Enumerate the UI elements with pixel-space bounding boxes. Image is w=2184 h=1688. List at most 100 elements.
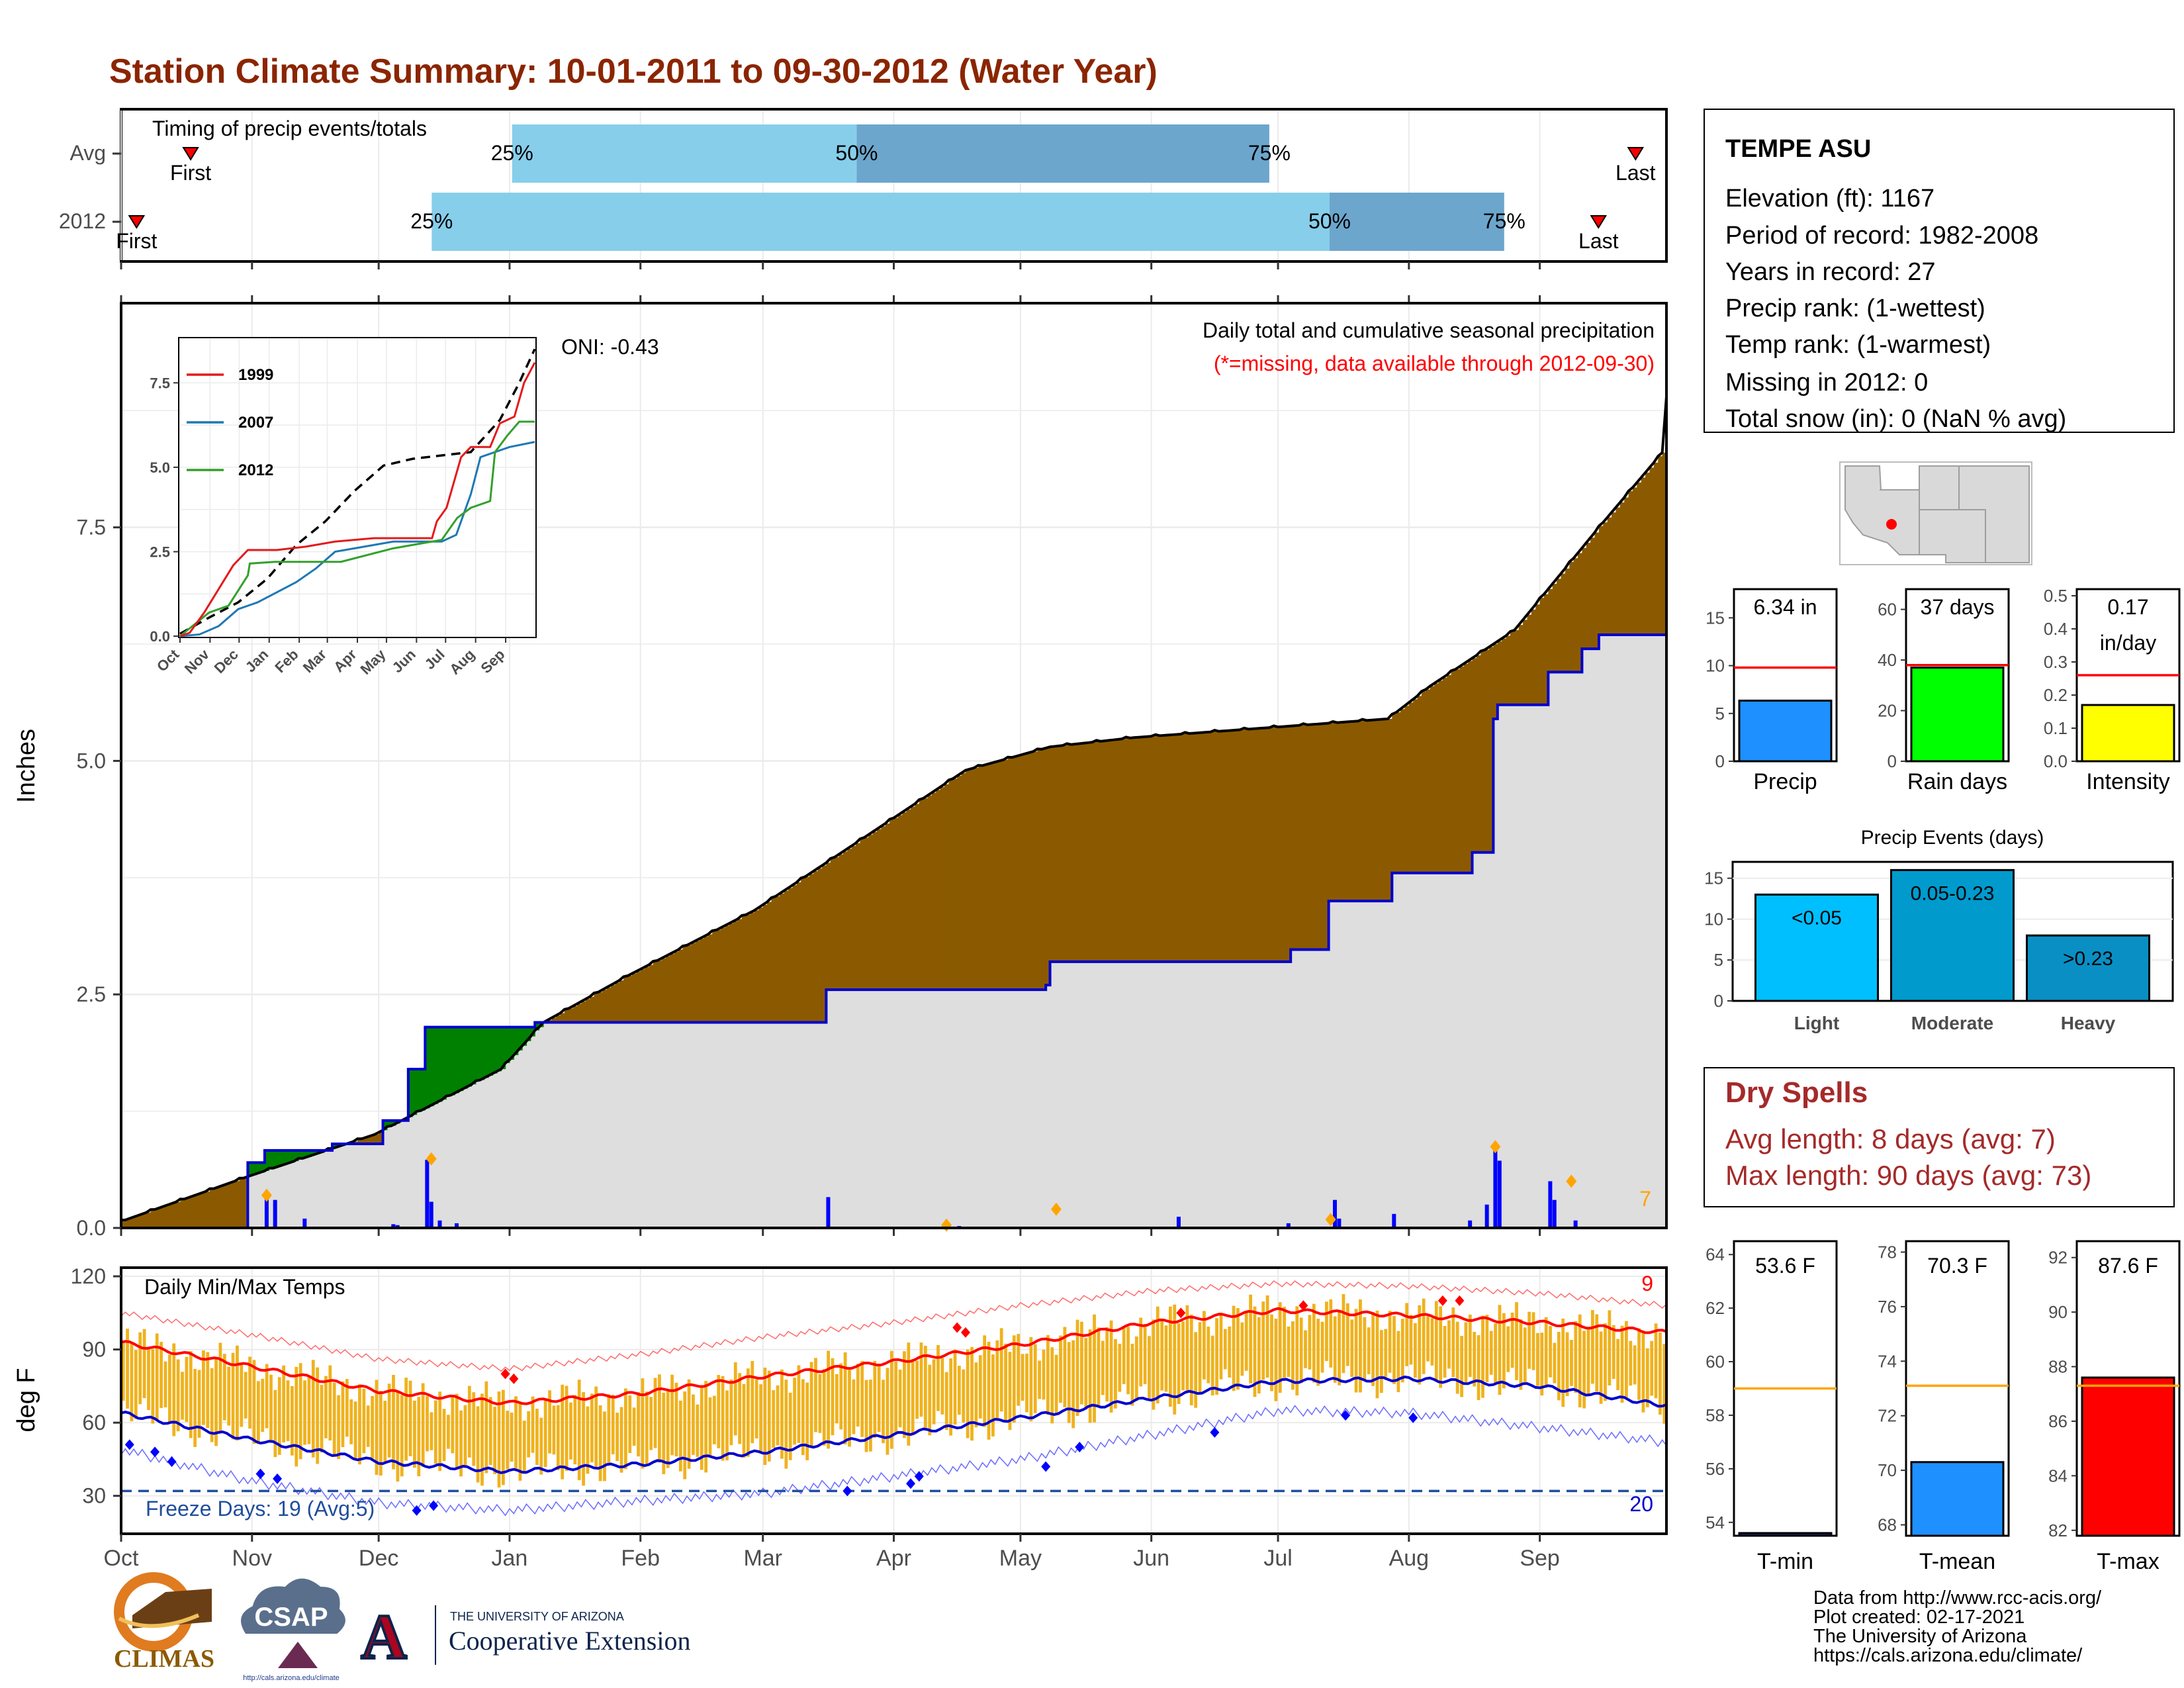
temp-record-high-marker bbox=[960, 1327, 970, 1338]
temp-daily-bar bbox=[1494, 1323, 1498, 1385]
temp-bar-y-tick-label: 86 bbox=[2048, 1411, 2068, 1431]
precip-surplus-area bbox=[420, 1069, 426, 1111]
precip-deficit-area bbox=[1645, 472, 1651, 635]
precip-deficit-area bbox=[1303, 724, 1308, 950]
precip-deficit-area bbox=[1202, 732, 1207, 962]
temp-daily-bar bbox=[873, 1360, 877, 1438]
precip-deficit-area bbox=[1539, 598, 1545, 705]
precip-deficit-area bbox=[1117, 739, 1122, 962]
temp-y-tick-label: 60 bbox=[82, 1411, 106, 1434]
precip-surplus-area bbox=[450, 1027, 455, 1096]
precip-deficit-area bbox=[1383, 719, 1388, 902]
temp-daily-bar bbox=[903, 1351, 906, 1438]
precip-deficit-area bbox=[1054, 746, 1059, 962]
precip-deficit-area bbox=[1362, 719, 1367, 902]
events-bar-label: 0.05-0.23 bbox=[1911, 882, 1995, 904]
temp-daily-bar bbox=[692, 1394, 695, 1455]
temp-daily-bar bbox=[518, 1403, 522, 1481]
temp-daily-bar bbox=[535, 1409, 539, 1466]
precip-deficit-area bbox=[796, 882, 801, 1023]
precip-deficit-area bbox=[1236, 729, 1241, 962]
precip-deficit-area bbox=[1214, 730, 1220, 962]
temp-daily-bar bbox=[928, 1364, 932, 1436]
temp-title: Daily Min/Max Temps bbox=[144, 1275, 345, 1299]
precip-deficit-area bbox=[1358, 721, 1363, 902]
precip-deficit-area bbox=[218, 1187, 223, 1228]
temp-daily-bar bbox=[459, 1410, 463, 1477]
precip-y-tick-label: 0.0 bbox=[77, 1216, 106, 1240]
temp-record-high-marker bbox=[1437, 1295, 1447, 1306]
precip-deficit-area bbox=[792, 885, 797, 1023]
station-line-snow: Total snow (in): 0 (NaN % avg) bbox=[1725, 405, 2066, 433]
temp-daily-bar bbox=[396, 1391, 400, 1482]
timing-label-75: 75% bbox=[1483, 209, 1525, 233]
precip-deficit-area bbox=[1286, 726, 1291, 962]
precip-deficit-area bbox=[1223, 731, 1228, 962]
temp-record-low-marker bbox=[1341, 1410, 1351, 1421]
precip-deficit-area bbox=[1527, 614, 1532, 705]
temp-daily-bar bbox=[658, 1374, 661, 1463]
precip-surplus-area bbox=[311, 1150, 316, 1156]
precip-deficit-area bbox=[1396, 712, 1401, 873]
temp-daily-bar bbox=[1359, 1299, 1362, 1393]
precip-deficit-area bbox=[1603, 522, 1608, 635]
precip-deficit-area bbox=[851, 845, 856, 990]
temp-daily-bar bbox=[848, 1369, 851, 1447]
temp-daily-bar bbox=[1059, 1335, 1062, 1403]
precip-deficit-area bbox=[936, 790, 941, 990]
precip-deficit-area bbox=[379, 1132, 384, 1144]
precip-deficit-area bbox=[1244, 727, 1250, 962]
temp-daily-bar bbox=[1392, 1316, 1396, 1384]
precip-deficit-area bbox=[682, 946, 688, 1023]
temp-daily-bar bbox=[172, 1343, 176, 1436]
temp-daily-bar bbox=[488, 1397, 492, 1466]
mini-bar-value-label: 0.17 bbox=[2107, 595, 2148, 619]
precip-deficit-area bbox=[1083, 743, 1089, 962]
precip-deficit-area bbox=[129, 1218, 134, 1228]
temp-daily-bar bbox=[683, 1391, 687, 1479]
precip-y-tick-label: 7.5 bbox=[77, 516, 106, 539]
precip-deficit-area bbox=[902, 812, 907, 990]
precip-deficit-area bbox=[1493, 644, 1498, 719]
temp-daily-bar bbox=[1219, 1312, 1223, 1380]
precip-deficit-area bbox=[357, 1139, 363, 1144]
precip-deficit-area bbox=[1662, 452, 1667, 635]
temp-daily-bar bbox=[822, 1369, 826, 1446]
precip-daily-bar bbox=[391, 1224, 396, 1228]
timing-panel: 25% 50% 75% First Last 25% 50% 75% First Last Tim… bbox=[59, 108, 1668, 269]
temp-daily-bar bbox=[543, 1399, 547, 1468]
temp-daily-bar bbox=[645, 1391, 649, 1464]
temp-daily-bar bbox=[565, 1385, 569, 1471]
temp-daily-bar bbox=[784, 1380, 788, 1469]
temp-daily-bar bbox=[421, 1383, 425, 1468]
precip-deficit-area bbox=[1185, 732, 1190, 962]
credit-line-created: Plot created: 02-17-2021 bbox=[1813, 1607, 2025, 1628]
temp-daily-bar bbox=[1531, 1312, 1535, 1370]
precip-daily-bar bbox=[1337, 1218, 1342, 1228]
mini-bar-y-tick-label: 0.4 bbox=[2044, 619, 2068, 639]
climas-logo: CLIMAS bbox=[114, 1572, 214, 1673]
temp-daily-bar bbox=[130, 1342, 134, 1422]
temp-daily-bar bbox=[163, 1361, 167, 1408]
temp-daily-bar bbox=[1084, 1338, 1088, 1410]
temp-daily-bar bbox=[611, 1395, 615, 1454]
precip-deficit-area bbox=[686, 945, 692, 1023]
precip-deficit-area bbox=[762, 904, 768, 1023]
temp-daily-bar bbox=[1050, 1347, 1054, 1424]
precip-daily-bar bbox=[1176, 1217, 1181, 1228]
precip-deficit-area bbox=[1282, 726, 1287, 962]
temp-daily-bar bbox=[324, 1376, 328, 1438]
temp-daily-bar bbox=[1620, 1325, 1624, 1403]
precip-deficit-area bbox=[1548, 588, 1553, 673]
temp-daily-bar bbox=[1097, 1327, 1101, 1407]
temp-daily-bar bbox=[1350, 1319, 1354, 1378]
climas-logo-text: CLIMAS bbox=[114, 1645, 214, 1673]
precip-deficit-area bbox=[1113, 739, 1118, 962]
precip-surplus-area bbox=[441, 1027, 447, 1100]
precip-deficit-area bbox=[1126, 737, 1131, 962]
temp-daily-bar bbox=[1515, 1302, 1518, 1380]
precip-surplus-area bbox=[294, 1150, 299, 1162]
precip-events-bars: <0.05 Light 0.05-0.23 Moderate >0.23 Heavy 0 5 1… bbox=[1704, 861, 2174, 1033]
precip-deficit-area bbox=[923, 798, 929, 990]
temp-daily-bar bbox=[569, 1402, 572, 1460]
